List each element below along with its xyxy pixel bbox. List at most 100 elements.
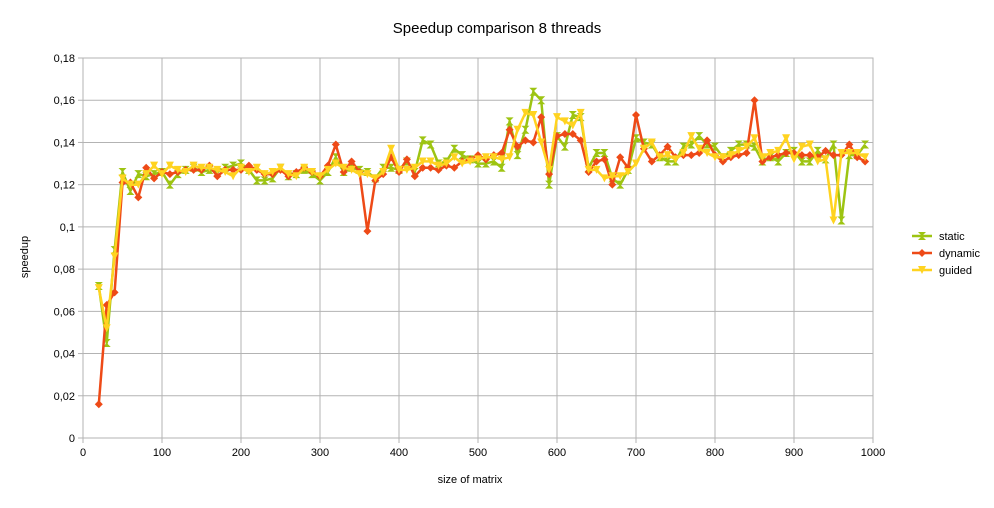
data-point-guided: [505, 153, 514, 162]
y-tick-label: 0,18: [54, 53, 75, 65]
data-point-guided: [158, 170, 166, 179]
data-point-guided: [110, 252, 119, 261]
data-point-guided: [513, 125, 522, 134]
legend: static dynamic guided: [912, 231, 980, 277]
data-point-static: [861, 140, 870, 149]
data-point-guided: [481, 153, 490, 162]
data-point-static: [481, 159, 490, 168]
data-point-guided: [726, 151, 735, 160]
y-tick-label: 0,04: [54, 349, 75, 361]
data-point-guided: [260, 170, 269, 179]
data-point-dynamic: [560, 130, 569, 138]
data-point-guided: [94, 284, 103, 293]
data-point-guided: [584, 165, 593, 174]
data-point-guided: [624, 168, 633, 176]
data-point-dynamic: [718, 157, 727, 166]
y-tick-label: 0,06: [54, 306, 75, 318]
legend-label: guided: [939, 265, 972, 277]
data-point-dynamic: [94, 400, 103, 409]
grid-layer: [78, 57, 874, 443]
y-tick-label: 0,08: [54, 264, 75, 276]
data-point-guided: [797, 142, 806, 151]
legend-label: static: [939, 231, 965, 243]
data-point-guided: [450, 153, 459, 162]
data-point-dynamic: [758, 157, 767, 166]
legend-marker: [918, 249, 926, 257]
data-point-dynamic: [568, 130, 577, 138]
data-point-dynamic: [821, 146, 830, 155]
data-point-guided: [537, 138, 546, 147]
data-point-guided: [718, 153, 727, 162]
data-point-guided: [497, 155, 506, 164]
data-point-guided: [861, 153, 870, 162]
data-point-guided: [774, 146, 783, 155]
series-layer: [94, 87, 870, 409]
data-point-guided: [292, 172, 301, 181]
data-point-guided: [734, 146, 743, 155]
data-point-dynamic: [742, 149, 751, 157]
data-point-guided: [181, 168, 190, 176]
data-point-guided: [837, 149, 846, 157]
data-point-guided: [790, 155, 798, 164]
x-tick-label: 600: [548, 447, 566, 459]
x-tick-label: 400: [390, 447, 408, 459]
data-point-guided: [845, 149, 854, 157]
data-point-static: [474, 159, 482, 168]
data-point-guided: [134, 180, 143, 189]
legend-item-dynamic: dynamic: [912, 248, 980, 260]
data-point-guided: [284, 170, 293, 179]
data-point-static: [418, 136, 427, 145]
data-point-dynamic: [703, 136, 712, 145]
legend-item-guided: guided: [912, 265, 972, 277]
legend-marker: [918, 266, 926, 274]
data-point-dynamic: [805, 151, 814, 160]
data-point-guided: [371, 174, 380, 183]
data-point-guided: [750, 134, 759, 143]
x-tick-label: 0: [80, 447, 86, 459]
data-point-dynamic: [687, 151, 696, 160]
data-point-dynamic: [347, 157, 356, 166]
data-point-guided: [829, 216, 838, 225]
data-point-guided: [663, 151, 672, 160]
data-point-guided: [766, 149, 775, 157]
data-point-static: [505, 117, 514, 126]
data-point-guided: [347, 165, 356, 174]
data-point-dynamic: [782, 149, 791, 157]
y-tick-label: 0: [69, 433, 75, 445]
x-tick-label: 700: [627, 447, 645, 459]
data-point-dynamic: [845, 140, 854, 149]
y-tick-label: 0,02: [54, 391, 75, 403]
y-tick-label: 0,16: [54, 95, 75, 107]
y-tick-label: 0,14: [54, 137, 75, 149]
data-point-guided: [339, 163, 348, 172]
data-point-guided: [102, 324, 111, 333]
data-point-guided: [197, 163, 206, 172]
data-point-dynamic: [608, 180, 617, 189]
data-point-dynamic: [797, 151, 806, 160]
data-point-static: [545, 180, 554, 189]
data-point-guided: [608, 172, 617, 181]
data-point-guided: [237, 163, 245, 172]
data-point-guided: [458, 159, 467, 168]
x-tick-label: 500: [469, 447, 487, 459]
data-point-guided: [126, 180, 135, 189]
data-point-guided: [742, 142, 751, 151]
data-point-guided: [821, 155, 830, 164]
data-point-dynamic: [213, 172, 222, 181]
data-point-guided: [410, 163, 419, 172]
data-point-guided: [142, 170, 151, 179]
data-point-static: [711, 142, 719, 151]
data-point-static: [616, 180, 625, 189]
data-point-dynamic: [110, 288, 119, 297]
data-point-static: [134, 170, 143, 179]
y-tick-label: 0,1: [60, 222, 75, 234]
data-point-static: [126, 187, 135, 195]
data-point-static: [663, 157, 672, 166]
data-point-guided: [244, 168, 253, 176]
data-point-dynamic: [592, 157, 601, 166]
data-point-static: [316, 176, 324, 185]
data-point-dynamic: [521, 136, 530, 145]
data-point-guided: [205, 163, 214, 172]
